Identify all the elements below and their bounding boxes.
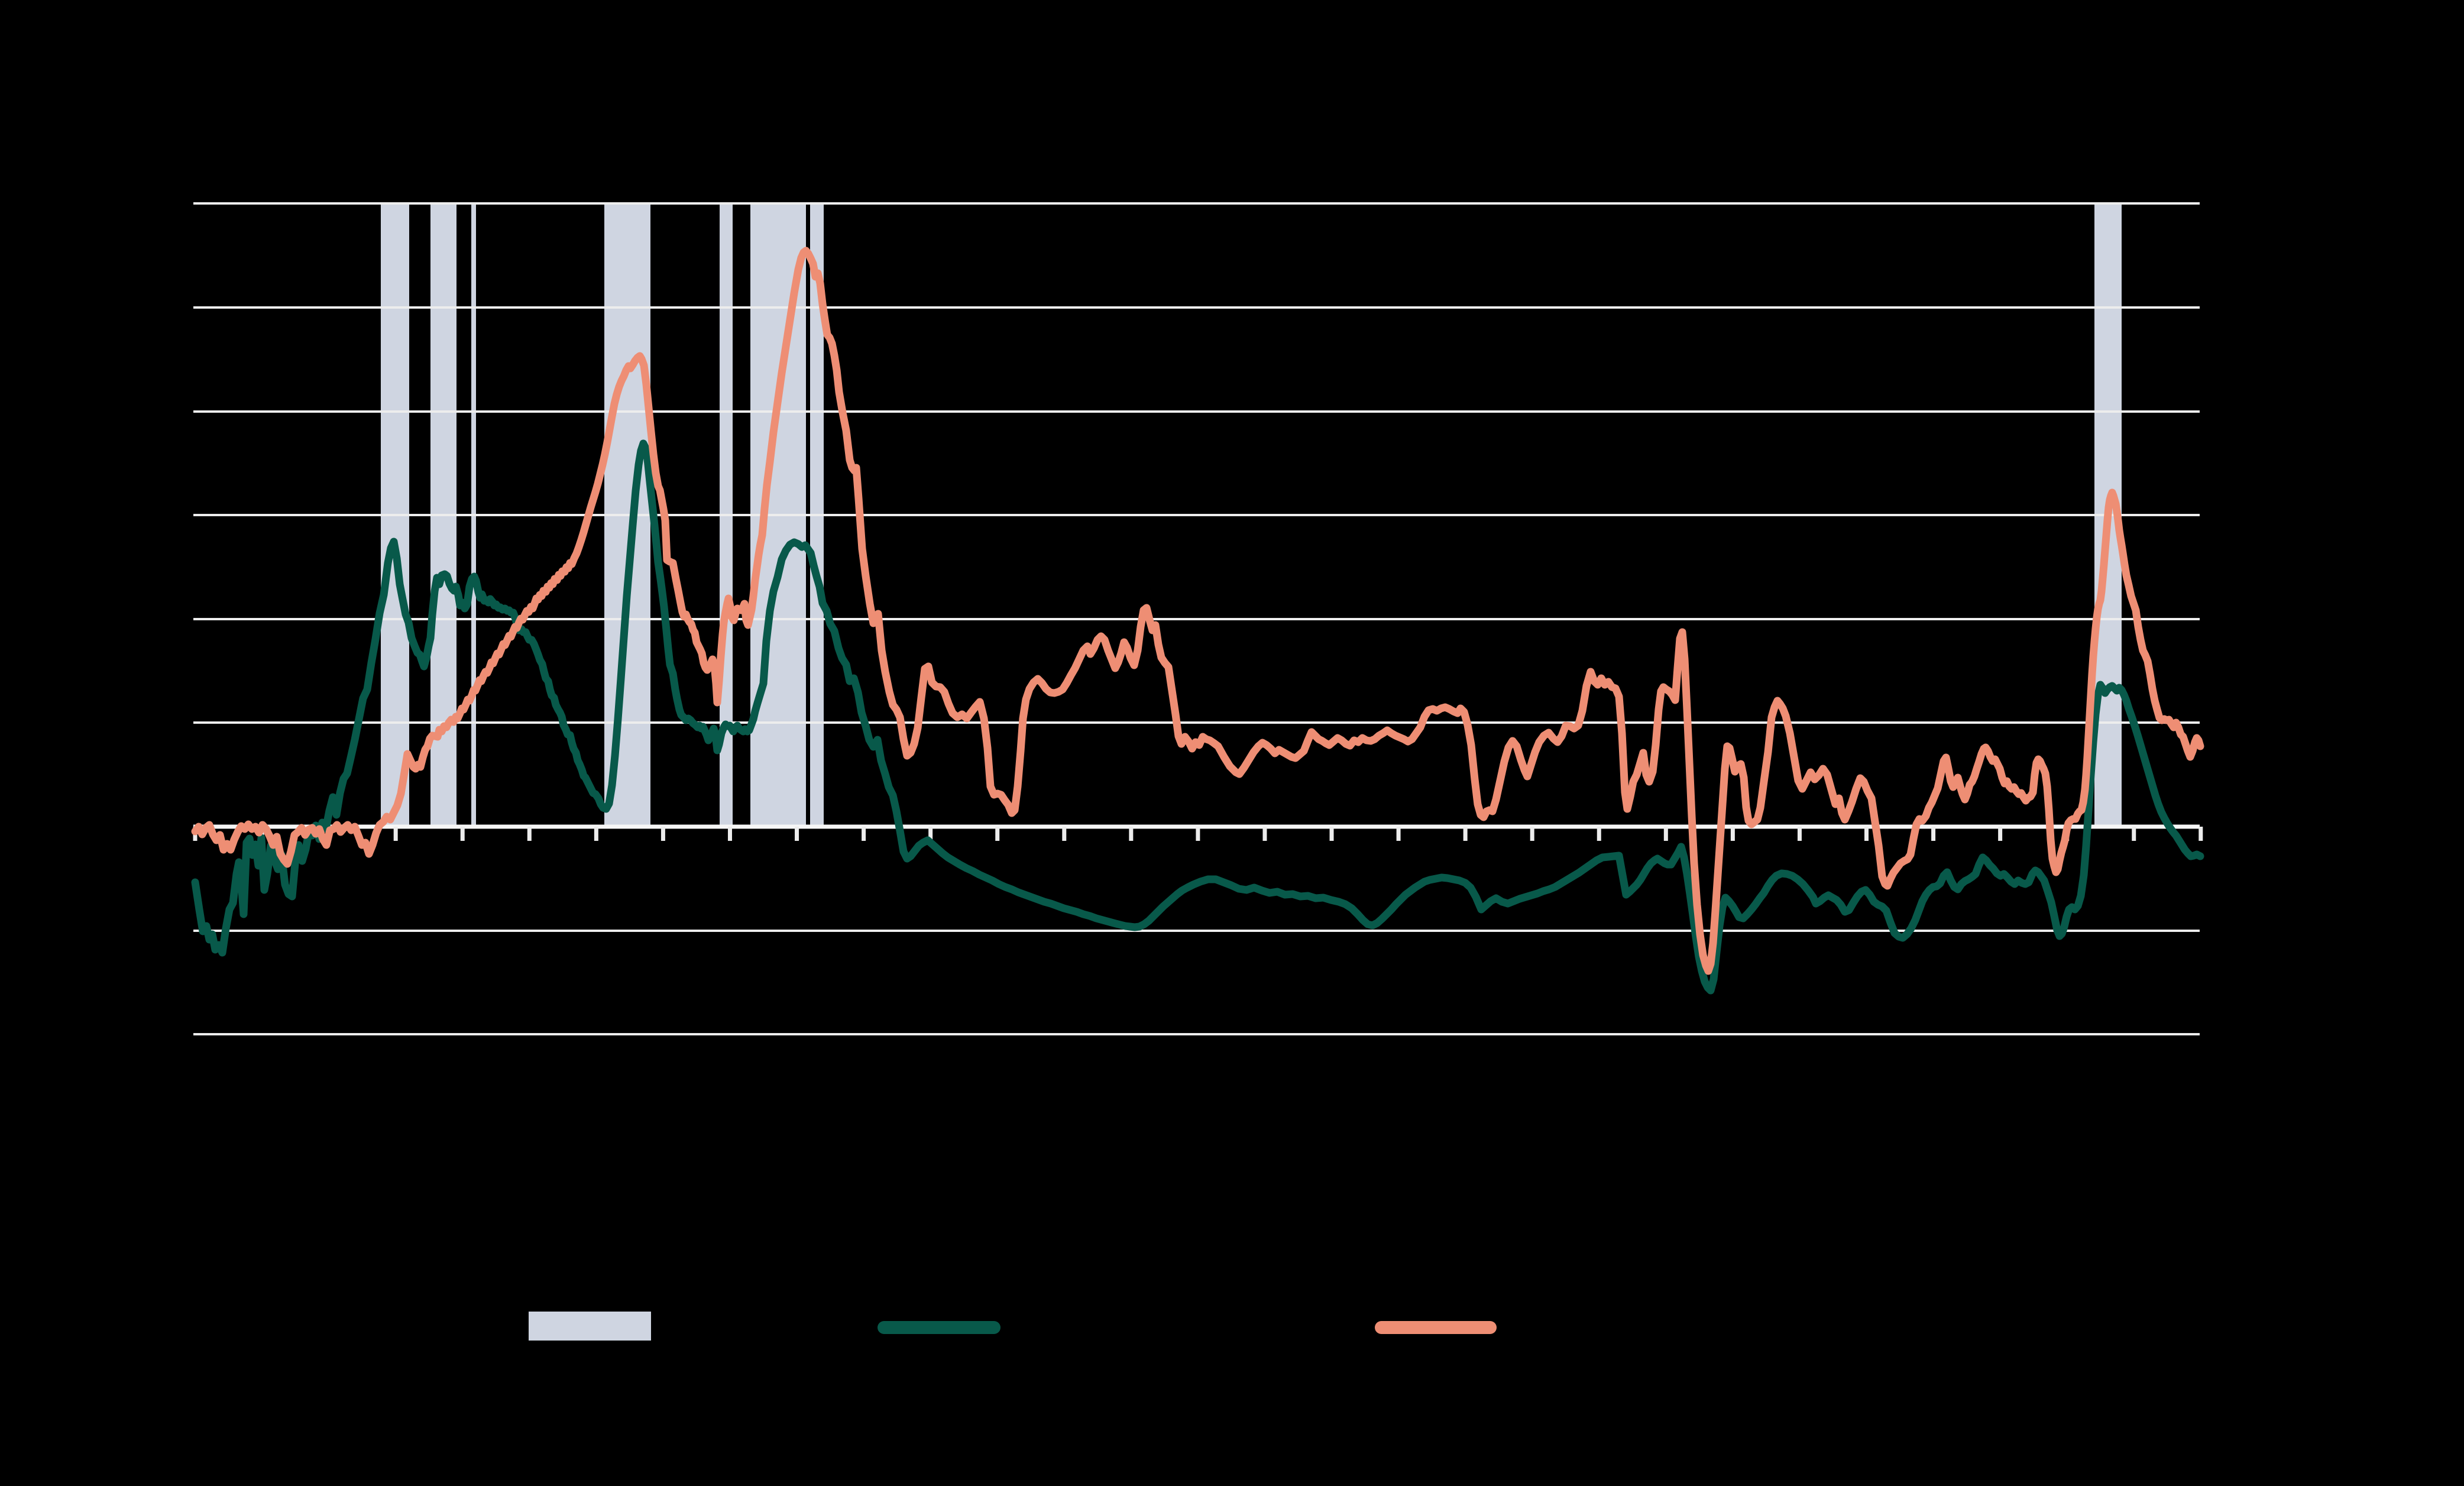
x-axis-tick xyxy=(995,827,1000,841)
gridline xyxy=(193,930,2200,932)
x-axis-tick xyxy=(928,827,933,841)
x-axis-tick xyxy=(2132,827,2136,841)
x-axis-tick xyxy=(660,827,665,841)
gridline xyxy=(193,410,2200,413)
x-axis-tick xyxy=(795,827,799,841)
series-line-green xyxy=(191,439,2204,995)
x-axis-tick xyxy=(1663,827,1668,841)
x-axis-tick xyxy=(1530,827,1534,841)
x-axis-tick xyxy=(1998,827,2003,841)
x-axis-tick xyxy=(1463,827,1468,841)
x-axis-tick xyxy=(594,827,598,841)
x-axis-tick xyxy=(1062,827,1067,841)
gridline xyxy=(193,721,2200,724)
x-axis-tick xyxy=(1129,827,1134,841)
legend xyxy=(529,1312,1497,1341)
x-axis-tick xyxy=(460,827,465,841)
gridline xyxy=(193,202,2200,205)
gridline xyxy=(193,1033,2200,1035)
series-line-salmon xyxy=(191,247,2204,975)
x-axis-tick xyxy=(2199,827,2203,841)
x-axis-tick xyxy=(1196,827,1200,841)
x-axis-tick xyxy=(1262,827,1267,841)
legend-swatch-band-swatch xyxy=(529,1312,651,1341)
x-axis-tick xyxy=(1329,827,1334,841)
x-axis-tick xyxy=(1730,827,1735,841)
x-axis-tick xyxy=(1396,827,1401,841)
x-axis-tick xyxy=(1864,827,1869,841)
legend-swatch-green-line-swatch xyxy=(878,1321,1001,1334)
gridlines xyxy=(193,202,2200,1035)
x-axis-tick xyxy=(727,827,732,841)
gridline xyxy=(193,618,2200,620)
gridline xyxy=(193,306,2200,309)
x-axis-tick xyxy=(1597,827,1601,841)
legend-swatch-salmon-line-swatch xyxy=(1375,1321,1497,1334)
x-axis-tick xyxy=(1931,827,1936,841)
x-axis-tick xyxy=(1797,827,1802,841)
x-axis-tick xyxy=(393,827,398,841)
x-axis-tick xyxy=(862,827,866,841)
gridline xyxy=(193,514,2200,516)
x-axis-tick xyxy=(527,827,532,841)
